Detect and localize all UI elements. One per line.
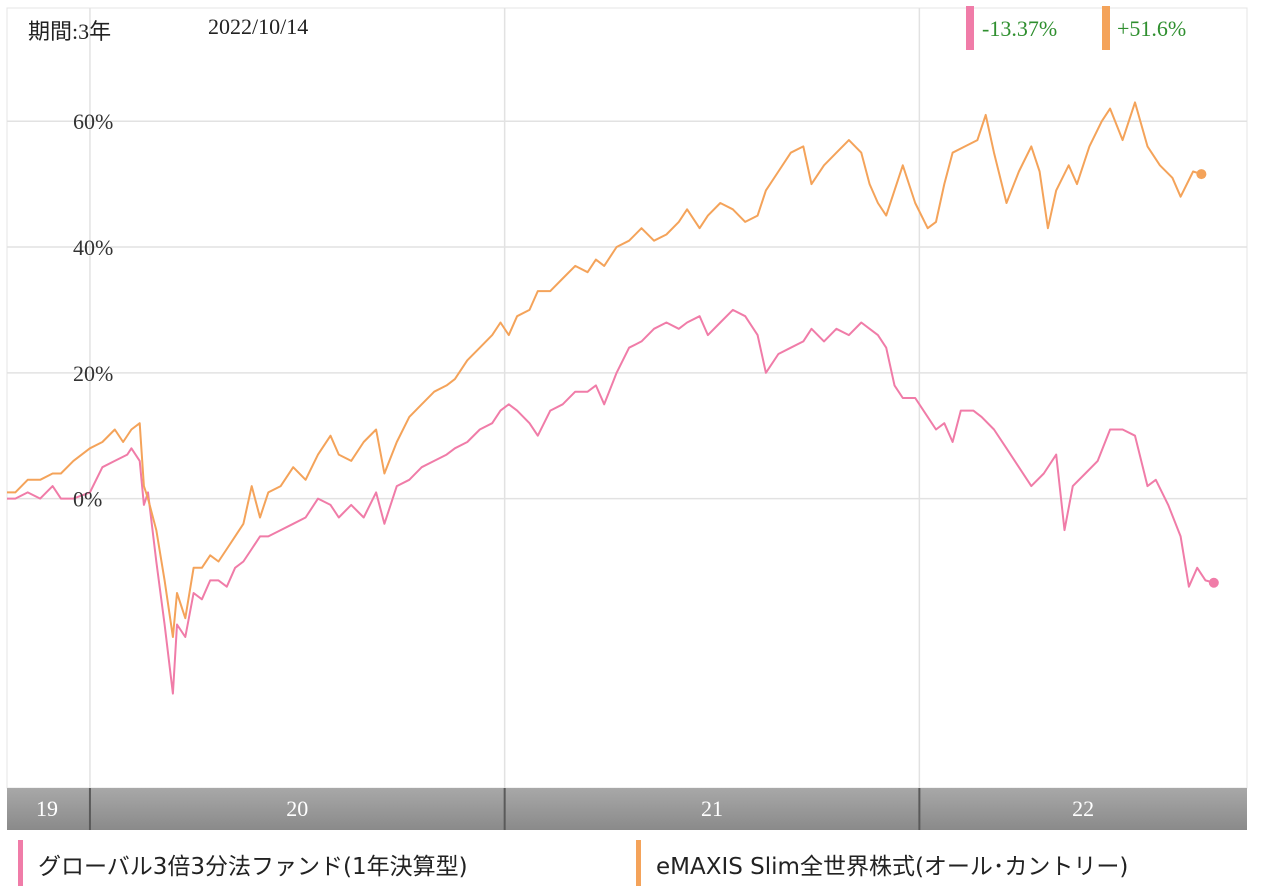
x-axis-bar: 19 20 21 22 xyxy=(7,788,1247,830)
y-axis-ticks: 60% 40% 20% 0% xyxy=(73,109,113,511)
series-end-marker-0 xyxy=(1208,577,1219,588)
legend-label-fund: グローバル3倍3分法ファンド(1年決算型) xyxy=(38,854,468,880)
series-lines xyxy=(7,101,1219,695)
legend-swatch-fund xyxy=(18,840,23,886)
x-tick-label-3: 22 xyxy=(1072,796,1094,821)
series-end-marker-1 xyxy=(1196,169,1207,180)
legend-label-emaxis: eMAXIS Slim全世界株式(オール･カントリー) xyxy=(656,854,1129,880)
chart: 60% 40% 20% 0% 19 20 21 22 xyxy=(6,7,1248,830)
x-tick-label-0: 19 xyxy=(36,796,58,821)
y-tick-label-1: 40% xyxy=(73,235,113,260)
x-axis-bar-bg xyxy=(7,788,1247,830)
y-tick-label-0: 60% xyxy=(73,109,113,134)
chart-svg: 60% 40% 20% 0% 19 20 21 22 xyxy=(6,7,1248,830)
plot-frame xyxy=(6,7,1248,789)
y-tick-label-2: 20% xyxy=(73,361,113,386)
series-line-0 xyxy=(7,308,1215,695)
return-value-fund: -13.37% xyxy=(982,16,1058,41)
date-label: 2022/10/14 xyxy=(208,14,309,39)
y-tick-label-3: 0% xyxy=(73,487,102,512)
return-swatch-emaxis xyxy=(1102,6,1110,50)
series-line-1 xyxy=(7,101,1202,638)
legend-swatch-emaxis xyxy=(636,840,641,886)
return-value-emaxis: +51.6% xyxy=(1117,16,1187,41)
grid xyxy=(7,8,1247,788)
return-swatch-fund xyxy=(966,6,974,50)
period-label: 期間:3年 xyxy=(28,19,112,44)
x-tick-label-2: 21 xyxy=(701,796,723,821)
x-tick-label-1: 20 xyxy=(286,796,308,821)
